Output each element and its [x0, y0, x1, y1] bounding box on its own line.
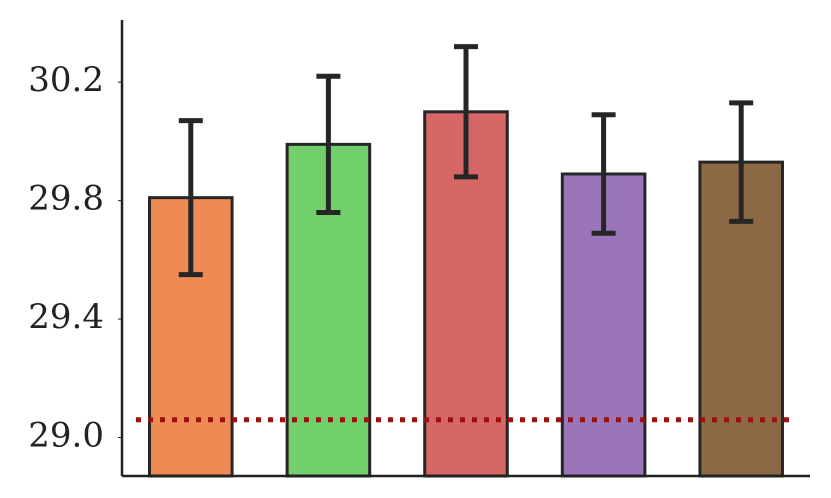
error-bar — [178, 118, 203, 278]
error-bar — [591, 112, 616, 236]
y-tick-label: 29.8 — [28, 179, 104, 219]
y-tick-label: 29.0 — [28, 416, 104, 456]
error-bar — [454, 44, 478, 180]
error-bar — [729, 100, 754, 224]
y-tick-label: 29.4 — [28, 297, 104, 337]
y-tick-label: 30.2 — [28, 60, 104, 100]
error-bar — [316, 73, 341, 215]
